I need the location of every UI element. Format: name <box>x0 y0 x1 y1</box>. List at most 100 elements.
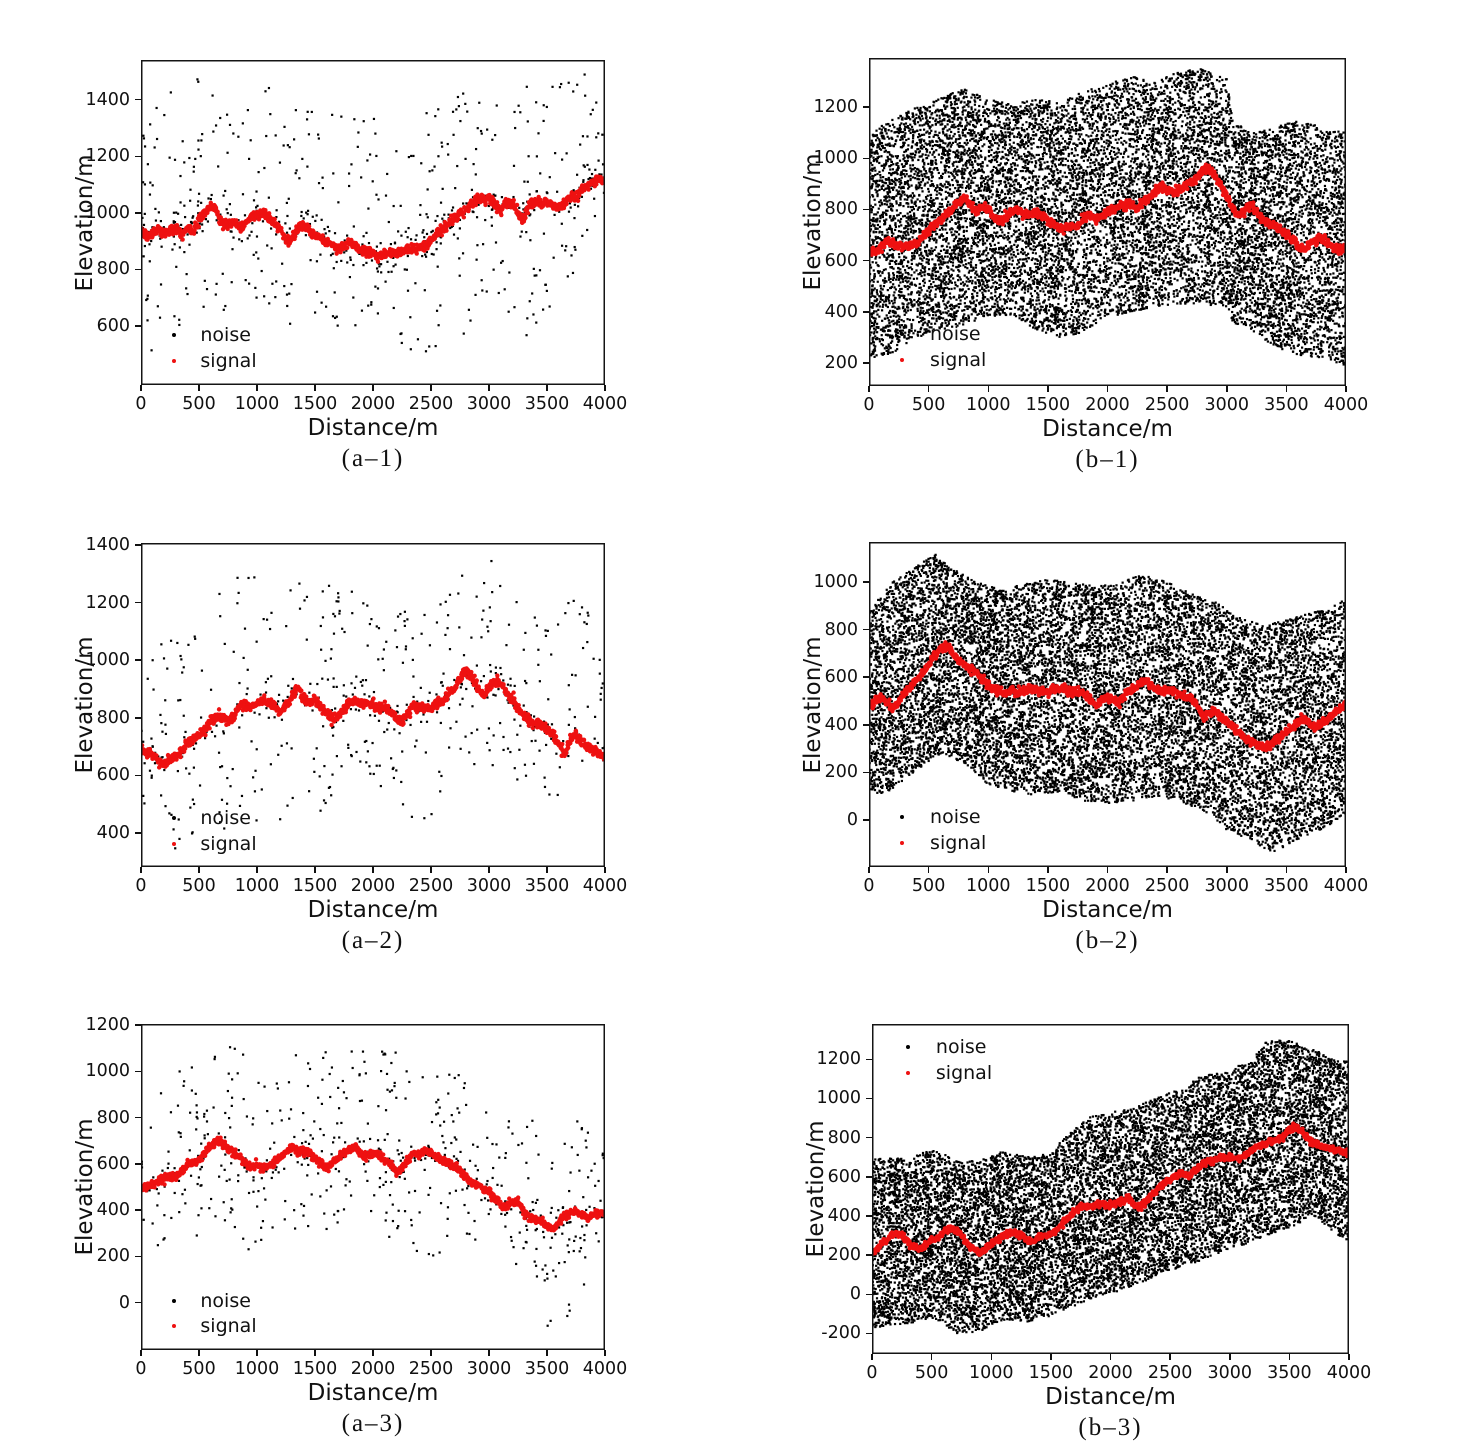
x-tick-label: 3000 <box>466 876 512 896</box>
y-tick-label: 0 <box>846 810 858 831</box>
x-tick-mark <box>314 1350 316 1356</box>
x-tick-label: 3500 <box>1264 395 1309 415</box>
x-tick-label: 2000 <box>350 394 396 414</box>
x-tick-label: 4000 <box>1323 395 1369 415</box>
legend-label-noise: noise <box>200 323 251 346</box>
x-tick-label: 0 <box>863 395 875 415</box>
x-tick-mark <box>927 867 930 873</box>
x-tick-mark <box>430 1350 432 1356</box>
plot-canvas-b1 <box>869 58 1346 386</box>
x-tick-label: 2500 <box>408 1359 454 1379</box>
x-tick-mark <box>1285 386 1288 392</box>
noise-marker-icon <box>900 331 905 336</box>
x-tick-mark <box>1345 386 1347 392</box>
y-tick-label: 1000 <box>813 572 858 592</box>
y-tick-label: 600 <box>96 1153 130 1174</box>
y-tick-label: 400 <box>96 823 130 844</box>
x-tick-mark <box>1226 867 1228 873</box>
x-tick-label: 2500 <box>1147 1363 1193 1383</box>
x-tick-label: 1500 <box>292 1359 338 1379</box>
y-tick-label: 1200 <box>813 97 858 118</box>
x-tick-mark <box>1109 1354 1112 1360</box>
x-tick-label: 0 <box>866 1363 878 1383</box>
x-tick-mark <box>868 386 870 392</box>
x-tick-mark <box>256 1350 258 1356</box>
x-tick-label: 1000 <box>965 395 1011 415</box>
legend-label-signal: signal <box>930 831 987 854</box>
x-tick-label: 500 <box>182 1359 216 1379</box>
signal-marker-icon <box>906 1070 911 1075</box>
subplot-b2: Elevation/m Distance/m (b–2) noise signa… <box>800 542 1368 954</box>
x-tick-label: 3500 <box>524 1359 570 1379</box>
y-tick-mark <box>135 832 141 834</box>
y-axis-title-b1: Elevation/m <box>800 153 826 291</box>
x-tick-mark <box>140 1350 142 1356</box>
subplot-a2: Elevation/m Distance/m (a–2) noise signa… <box>72 535 627 954</box>
y-tick-label: 600 <box>824 667 858 688</box>
y-tick-mark <box>135 1070 141 1073</box>
x-tick-mark <box>256 385 258 391</box>
subplot-b3: Elevation/m Distance/m (b–3) noise signa… <box>803 1024 1371 1441</box>
y-tick-mark <box>135 1209 141 1211</box>
x-tick-label: 4000 <box>582 876 628 896</box>
x-tick-label: 500 <box>911 876 946 896</box>
y-tick-mark <box>866 1332 872 1335</box>
y-tick-mark <box>863 581 869 583</box>
x-tick-mark <box>314 867 316 873</box>
legend-row-noise: noise <box>141 1290 605 1312</box>
y-tick-mark <box>863 724 869 726</box>
y-tick-label: 400 <box>824 714 858 735</box>
x-tick-mark <box>1106 867 1109 873</box>
y-tick-mark <box>863 819 869 821</box>
signal-marker-icon <box>171 841 176 846</box>
x-tick-label: 500 <box>182 394 216 414</box>
y-tick-label: 400 <box>824 301 858 322</box>
x-tick-label: 3000 <box>466 1359 512 1379</box>
x-tick-label: 2000 <box>1088 1363 1133 1383</box>
y-tick-mark <box>135 1163 141 1165</box>
x-tick-label: 2500 <box>408 394 454 414</box>
y-tick-label: 1200 <box>85 1015 130 1036</box>
legend-label-signal: signal <box>200 832 257 855</box>
x-tick-mark <box>488 385 490 391</box>
legend-row-noise: noise <box>141 807 605 829</box>
x-tick-mark <box>604 385 606 391</box>
x-tick-label: 2000 <box>1085 395 1130 415</box>
subplot-b1: Elevation/m Distance/m (b–1) noise signa… <box>800 58 1368 473</box>
x-tick-mark <box>1166 386 1168 392</box>
y-tick-mark <box>866 1176 872 1178</box>
x-axis-title-a2: Distance/m <box>307 897 439 923</box>
x-tick-label: 3000 <box>466 394 512 414</box>
y-tick-mark <box>863 106 869 108</box>
x-tick-label: 500 <box>914 1363 949 1383</box>
x-tick-label: 0 <box>135 876 147 896</box>
x-tick-mark <box>372 385 374 391</box>
x-tick-mark <box>604 1350 606 1356</box>
y-tick-label: 800 <box>96 1107 130 1128</box>
x-axis-title-b3: Distance/m <box>1045 1384 1176 1410</box>
noise-marker-icon <box>906 1045 911 1050</box>
y-tick-label: 800 <box>827 1127 861 1148</box>
x-tick-label: 1500 <box>292 876 338 896</box>
y-tick-label: 1400 <box>85 535 130 556</box>
y-tick-mark <box>863 311 869 313</box>
y-tick-mark <box>135 1301 141 1304</box>
plot-canvas-a1 <box>141 60 605 385</box>
x-tick-mark <box>488 867 490 873</box>
x-tick-label: 1000 <box>234 876 280 896</box>
y-tick-label: 800 <box>96 707 130 728</box>
legend-label-signal: signal <box>935 1061 993 1084</box>
y-tick-mark <box>866 1058 872 1060</box>
x-tick-label: 4000 <box>1326 1363 1372 1383</box>
y-tick-mark <box>863 259 869 262</box>
y-tick-mark <box>135 1255 141 1258</box>
x-tick-mark <box>1166 867 1168 873</box>
x-tick-label: 2500 <box>1144 876 1190 896</box>
x-tick-label: 3000 <box>1204 876 1250 896</box>
x-tick-mark <box>990 1354 992 1360</box>
legend-row-signal: signal <box>869 349 1346 371</box>
x-tick-label: 1500 <box>1028 1363 1074 1383</box>
x-tick-label: 1500 <box>292 394 338 414</box>
y-tick-label: 0 <box>849 1284 861 1305</box>
y-tick-mark <box>135 659 141 661</box>
